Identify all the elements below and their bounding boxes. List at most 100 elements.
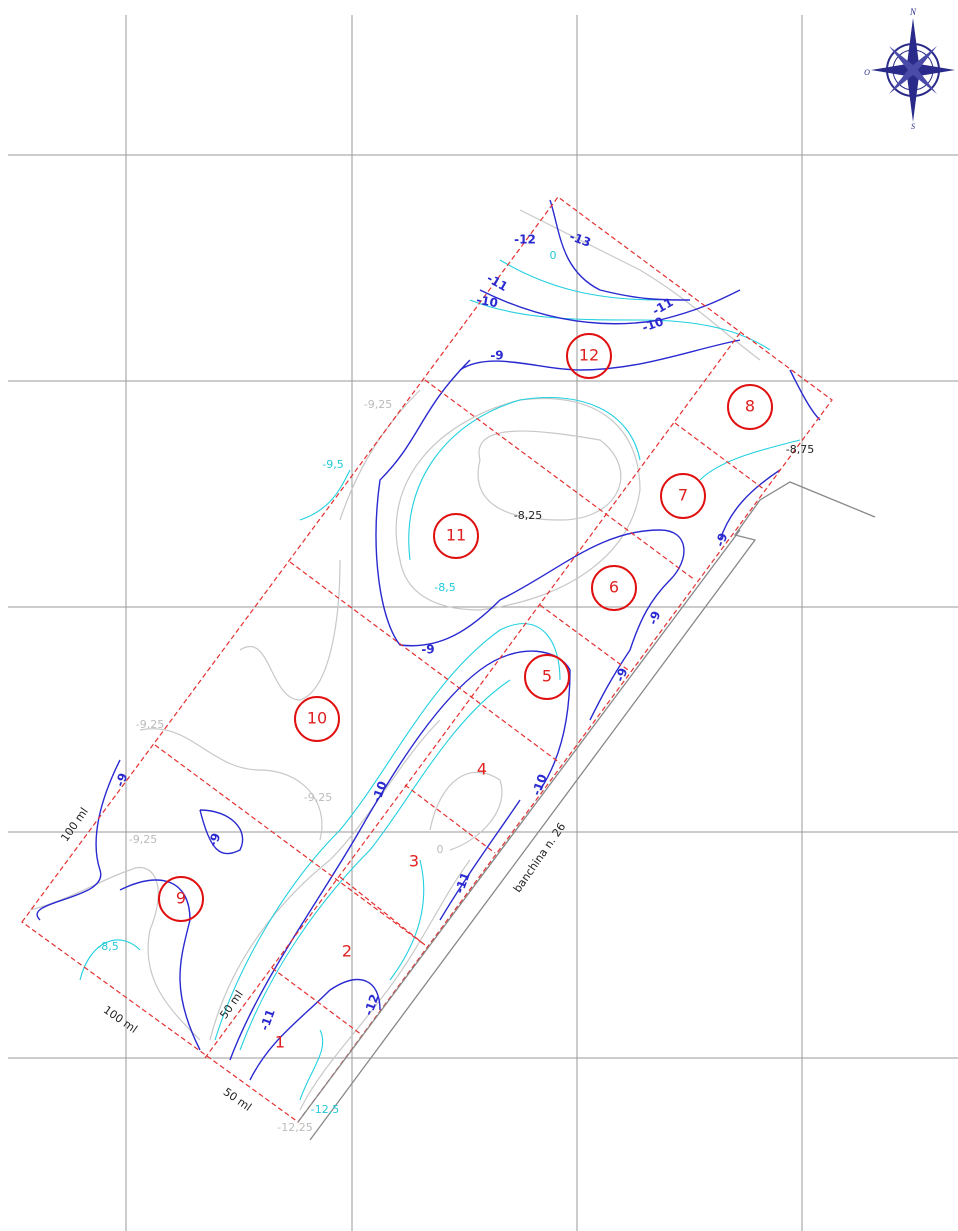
contour-label: -8,5 — [97, 940, 118, 953]
contour-label: -8,25 — [514, 509, 542, 522]
grid — [8, 15, 958, 1231]
dimension-label: 50 ml — [221, 1085, 254, 1114]
zone-divider — [404, 784, 496, 854]
contour-label: -10 — [640, 314, 665, 335]
zone-grid — [21, 196, 833, 1123]
contour-label: -10 — [529, 772, 550, 797]
contour — [389, 859, 425, 981]
contour — [499, 259, 661, 301]
contour-label: -9 — [490, 349, 503, 363]
zone-divider — [674, 422, 766, 491]
zone-divider — [339, 876, 426, 946]
compass-point — [889, 70, 913, 94]
compass-point — [907, 70, 919, 122]
compass-point — [889, 46, 913, 70]
contour — [469, 299, 771, 351]
compass-point — [913, 46, 937, 70]
contour-label: -10 — [369, 779, 390, 804]
contour — [459, 339, 741, 371]
zone-label: 6 — [609, 578, 619, 597]
contour — [479, 289, 741, 325]
contour-label: -9,25 — [136, 718, 164, 731]
zone-label: 5 — [542, 667, 552, 686]
dimension-label: 100 ml — [58, 805, 91, 844]
survey-area — [21, 196, 833, 1123]
contour — [79, 939, 141, 981]
contour-label: -12 — [514, 233, 536, 247]
contour — [339, 389, 421, 521]
contour — [439, 799, 521, 921]
contour-label: -9 — [421, 643, 434, 657]
contour-label: -9 — [713, 531, 731, 548]
compass-label: N — [909, 7, 917, 17]
contour-label: -9 — [646, 609, 664, 626]
contour-label: -10 — [475, 293, 499, 311]
contour-label: -9 — [113, 771, 131, 788]
compass-point — [907, 18, 919, 70]
compass: N O S — [864, 7, 955, 131]
zone-divider — [289, 561, 561, 764]
contour-label: -9,25 — [364, 398, 392, 411]
zone-divider — [204, 332, 741, 1059]
contour — [229, 650, 571, 1061]
contour-label: -9 — [206, 831, 224, 848]
compass-point — [913, 64, 955, 76]
contour-label: 0 — [437, 843, 444, 856]
contour-label: -12 — [361, 992, 382, 1017]
zone-marker — [660, 473, 706, 519]
zone-label: 9 — [176, 889, 186, 908]
contour-label: -8,5 — [434, 581, 455, 594]
zone-marker — [294, 696, 340, 742]
contour — [239, 679, 511, 1051]
contour — [299, 469, 351, 521]
zone-label: 8 — [745, 397, 755, 416]
contour-label: -13 — [568, 229, 593, 250]
zone-marker — [158, 876, 204, 922]
compass-label: O — [864, 68, 870, 77]
zone-divider — [539, 604, 629, 671]
zone-label: 7 — [678, 486, 688, 505]
contour — [209, 719, 441, 1041]
zone-marker — [591, 565, 637, 611]
dimension-label: 100 ml — [101, 1003, 140, 1036]
contour-label: -9,25 — [304, 791, 332, 804]
zone-label: 1 — [275, 1033, 285, 1052]
contour — [408, 396, 641, 561]
zone-divider — [424, 379, 696, 581]
compass-label: S — [911, 122, 915, 131]
zone-label: 3 — [409, 852, 419, 871]
contour — [375, 359, 685, 721]
zone-label: 2 — [342, 942, 352, 961]
zone-marker — [433, 513, 479, 559]
contour — [395, 397, 641, 611]
contour — [549, 199, 691, 301]
contour — [249, 979, 381, 1081]
zone-marker — [727, 384, 773, 430]
contour — [699, 439, 801, 481]
quay — [297, 529, 741, 1123]
contour-label: -12,5 — [311, 1103, 339, 1116]
contour — [199, 809, 244, 855]
zone-divider — [154, 744, 426, 946]
contour-label: -8,75 — [786, 443, 814, 456]
zone-label: 10 — [307, 709, 327, 728]
contour-label: -12,25 — [277, 1121, 312, 1134]
contour — [239, 559, 341, 701]
contour — [139, 728, 323, 841]
zone-label: 12 — [579, 346, 599, 365]
contour — [214, 623, 561, 1041]
contours — [29, 199, 821, 1111]
zone-label: 11 — [446, 526, 466, 545]
contour — [36, 759, 121, 921]
contour — [719, 369, 821, 541]
contour-label: -11 — [257, 1007, 278, 1032]
zone-divider — [271, 967, 363, 1036]
compass-point — [913, 70, 937, 94]
contour-label: -11 — [452, 870, 473, 895]
compass-point — [871, 64, 913, 76]
contour-label: -9,25 — [129, 833, 157, 846]
contour — [299, 1029, 324, 1101]
quay — [309, 481, 876, 1141]
